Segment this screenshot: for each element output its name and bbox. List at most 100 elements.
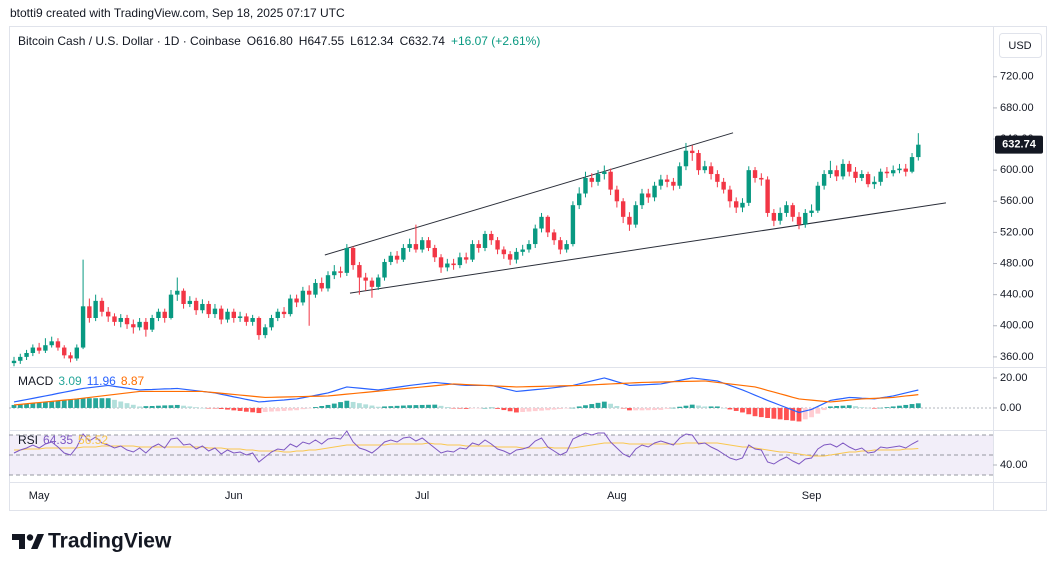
candle-body	[828, 170, 833, 175]
candle-body	[853, 171, 858, 178]
candle-body	[815, 185, 821, 211]
candle-body	[237, 316, 243, 318]
candle-body	[137, 321, 142, 328]
histogram-bar	[639, 407, 645, 411]
histogram-bar	[570, 407, 576, 409]
histogram-bar	[708, 406, 714, 408]
y-tick-label: 40.00	[1000, 459, 1028, 471]
header-text: btotti9 created with TradingView.com, Se…	[10, 6, 345, 20]
candle-body	[608, 171, 613, 190]
x-tick-label: May	[29, 490, 50, 502]
candle-body	[683, 150, 689, 167]
candle-body	[388, 255, 393, 262]
x-tick-label: Jul	[415, 490, 429, 502]
histogram-bar	[463, 407, 469, 409]
histogram-bar	[645, 407, 651, 411]
candle-body	[344, 247, 350, 273]
candle-body	[501, 249, 507, 255]
candle-body	[457, 257, 463, 266]
histogram-bar	[488, 407, 494, 409]
candle-body	[583, 177, 588, 194]
candle-body	[11, 360, 17, 364]
histogram-bar	[313, 407, 318, 408]
candle-body	[727, 189, 733, 202]
candle-body	[633, 205, 638, 225]
logo	[12, 534, 44, 549]
histogram-bar	[583, 405, 588, 408]
histogram-bar	[344, 400, 350, 408]
histogram-bar	[432, 404, 438, 408]
last-price-label: 632.74	[1002, 139, 1037, 151]
candle-body	[646, 193, 651, 198]
y-tick-label: 440.00	[1000, 289, 1034, 301]
candle-body	[294, 298, 299, 303]
candle-body	[269, 317, 274, 328]
candle-body	[677, 166, 682, 186]
histogram-bar	[49, 401, 55, 408]
currency: USD	[1008, 40, 1031, 52]
histogram-bar	[476, 407, 482, 409]
candle-body	[263, 327, 268, 336]
x-tick-label: Jun	[225, 490, 243, 502]
legend-value: L612.34	[350, 34, 394, 48]
candle-body	[394, 255, 400, 260]
histogram-bar	[350, 401, 356, 408]
indicator-line	[13, 430, 919, 465]
candle-body	[715, 174, 720, 182]
candle-body	[796, 216, 802, 225]
histogram-bar	[36, 402, 42, 408]
candle-body	[407, 244, 412, 248]
candle-body	[564, 244, 569, 250]
histogram-bar	[771, 407, 777, 419]
candle-body	[124, 317, 130, 325]
histogram-bar	[501, 407, 507, 411]
histogram-bar	[802, 407, 808, 420]
histogram-bar	[294, 407, 299, 411]
candle-body	[878, 171, 883, 182]
candle-body	[212, 308, 218, 315]
histogram-bar	[601, 401, 607, 408]
pane-legend-value: 64.35	[43, 433, 73, 447]
histogram-bar	[671, 407, 676, 409]
candle-body	[664, 179, 670, 182]
candle-body	[577, 193, 582, 206]
histogram-bar	[357, 403, 362, 408]
candle-body	[771, 212, 777, 221]
histogram-bar	[815, 407, 821, 414]
candle-body	[514, 251, 519, 260]
histogram-bar	[777, 407, 783, 420]
candle-body	[200, 303, 205, 311]
histogram-bar	[105, 398, 111, 408]
candle-body	[36, 347, 42, 351]
histogram-bar	[689, 404, 695, 408]
histogram-bar	[99, 398, 105, 408]
histogram-bar	[407, 405, 413, 408]
histogram-bar	[275, 407, 281, 412]
histogram-bar	[564, 407, 570, 409]
indicator-line	[14, 442, 919, 457]
histogram-bar	[897, 405, 902, 408]
candle-body	[821, 174, 827, 186]
candle-body	[891, 170, 896, 174]
histogram-bar	[514, 407, 519, 413]
candle-body	[627, 216, 632, 225]
histogram-bar	[444, 407, 450, 408]
histogram-bar	[225, 407, 230, 410]
candle-body	[350, 247, 356, 266]
candle-body	[420, 240, 425, 250]
histogram-bar	[68, 399, 73, 408]
candle-body	[740, 202, 745, 208]
candle-body	[401, 247, 406, 260]
candle-body	[734, 201, 739, 208]
histogram-bar	[871, 407, 877, 409]
histogram-bar	[821, 407, 827, 411]
histogram-bar	[212, 407, 218, 409]
pane-legend-value: 3.09	[58, 374, 82, 388]
histogram-bar	[149, 406, 155, 408]
histogram-bar	[664, 407, 670, 409]
histogram-bar	[11, 404, 17, 408]
histogram-bar	[608, 403, 613, 408]
pane-title: RSI	[18, 433, 38, 447]
candle-body	[175, 290, 180, 295]
histogram-bar	[388, 406, 394, 408]
